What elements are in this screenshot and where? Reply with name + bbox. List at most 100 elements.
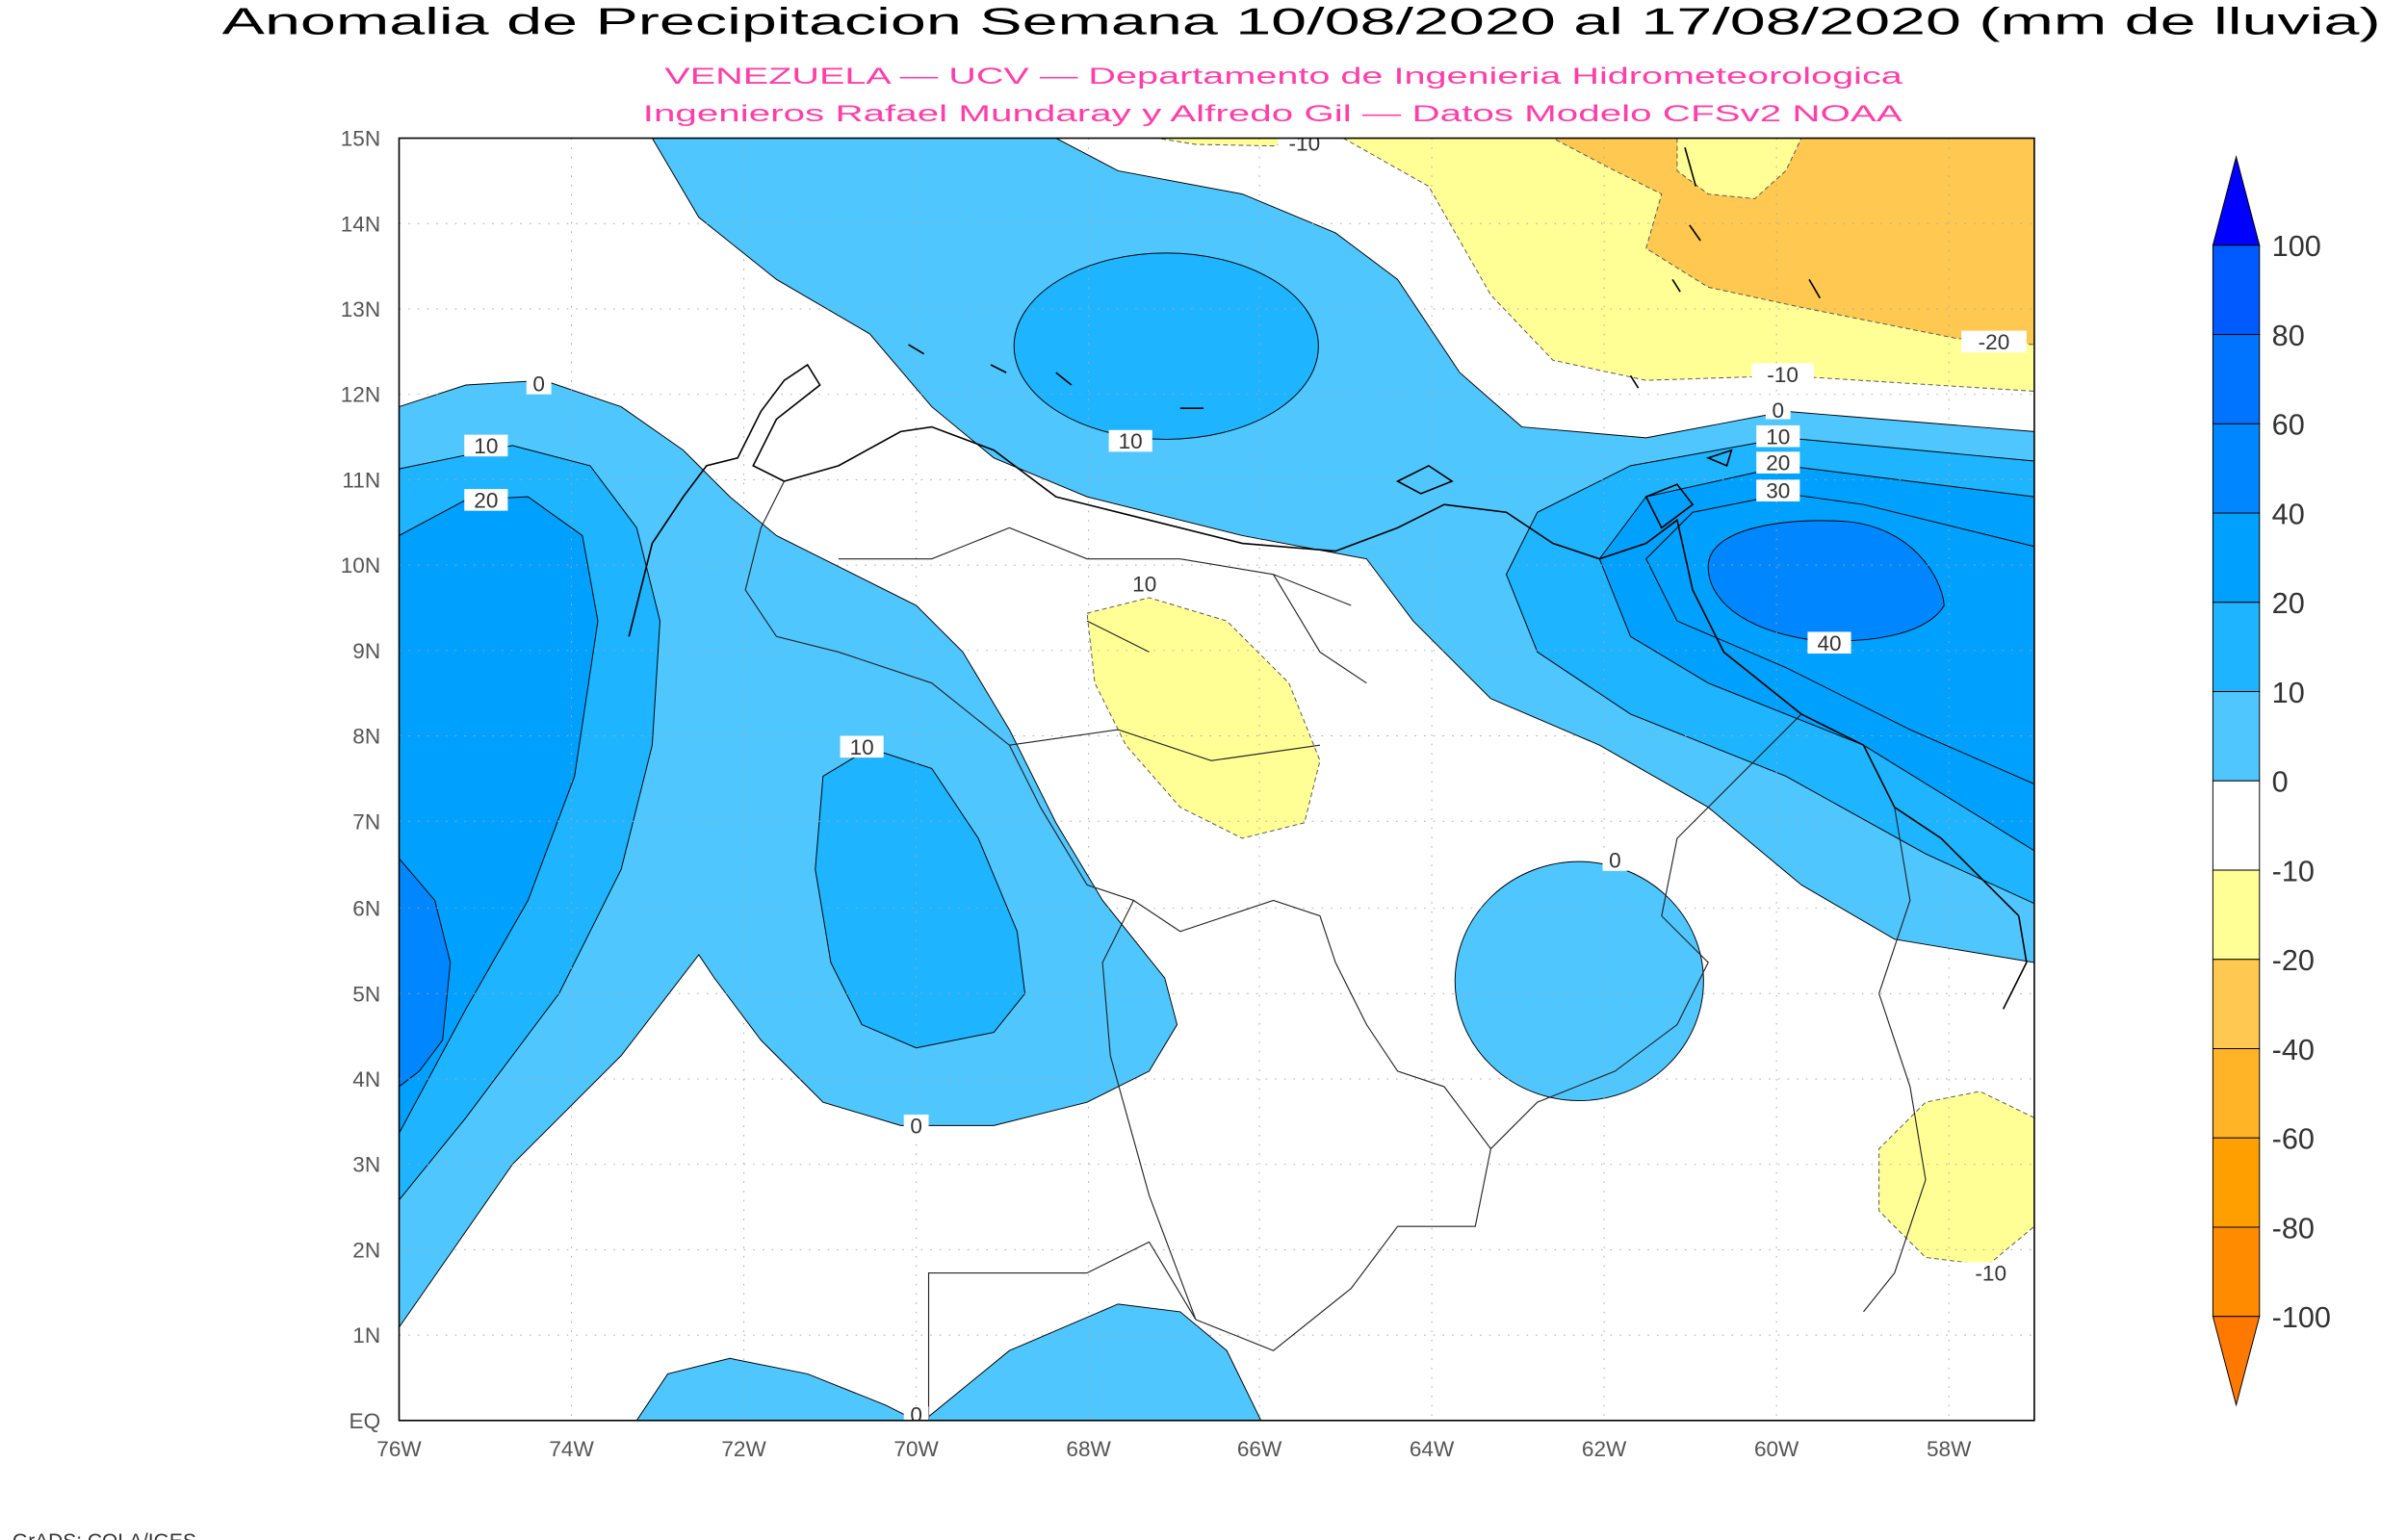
lon-tick-label: 76W <box>376 1437 422 1461</box>
colorbar-max-arrow <box>2212 155 2261 246</box>
svg-text:0: 0 <box>1609 849 1621 873</box>
contour-label: 10 <box>1756 424 1800 449</box>
svg-text:0: 0 <box>532 372 545 396</box>
svg-text:40: 40 <box>1817 631 1841 655</box>
colorbar-label: 0 <box>2272 766 2289 799</box>
anomaly-region-east-40-60 <box>1707 520 1945 642</box>
contour-label: -20 <box>1961 330 2027 354</box>
colorbar-bin <box>2212 869 2261 961</box>
svg-text:10: 10 <box>1132 573 1156 597</box>
lat-tick-label: 5N <box>352 982 380 1006</box>
contour-label: 30 <box>1756 479 1800 503</box>
lon-tick-label: 62W <box>1582 1437 1627 1461</box>
colorbar-label: 20 <box>2272 587 2305 620</box>
colorbar-label: -80 <box>2272 1212 2315 1245</box>
colorbar-bin <box>2212 244 2261 336</box>
contour-label: 20 <box>1756 451 1800 475</box>
anomaly-contour-east-30 <box>1645 493 2034 784</box>
colorbar-bin <box>2212 423 2261 514</box>
colorbar-label: -40 <box>2272 1034 2315 1066</box>
svg-text:-20: -20 <box>1979 330 2010 354</box>
colorbar-bin <box>2212 512 2261 603</box>
contour-label: 0 <box>1602 849 1628 873</box>
anomaly-region-northeast-neg-20 <box>1552 138 2034 346</box>
lat-tick-label: 13N <box>341 297 380 321</box>
anomaly-region-andes-neg-10 <box>1086 597 1321 839</box>
lat-tick-label: 10N <box>341 553 380 578</box>
lat-tick-label: 11N <box>342 468 380 492</box>
lat-tick-label: 3N <box>352 1153 380 1177</box>
colorbar-label: -60 <box>2272 1123 2315 1156</box>
lat-tick-label: 4N <box>352 1067 380 1091</box>
colorbar-label: 80 <box>2272 320 2305 352</box>
anomaly-region-west-40-60 <box>399 858 452 1088</box>
grads-credit: GrADS: COLA/IGES <box>13 1530 196 1540</box>
guianas-coast <box>2002 915 2028 1010</box>
colorbar-label: -100 <box>2272 1301 2331 1334</box>
colorbar-bin <box>2212 691 2261 782</box>
contour-label: -10 <box>1751 363 1814 387</box>
lon-tick-label: 60W <box>1754 1437 1799 1461</box>
colombia-caribbean-coast <box>628 363 821 637</box>
contour-label: 40 <box>1807 631 1851 655</box>
contour-label: 0 <box>1765 398 1791 423</box>
svg-text:10: 10 <box>850 735 874 759</box>
contour-label: 20 <box>464 488 508 512</box>
margarita-island <box>1395 464 1454 495</box>
contour-label: 10 <box>840 735 884 759</box>
colorbar-bin <box>2212 602 2261 693</box>
colorbar-label: 10 <box>2272 677 2305 709</box>
svg-text:10: 10 <box>1766 424 1790 449</box>
colorbar-label: -20 <box>2272 944 2315 977</box>
lat-tick-label: 6N <box>352 897 380 921</box>
contour-label: 0 <box>903 1402 929 1426</box>
svg-text:0: 0 <box>910 1402 922 1426</box>
colorbar-bin <box>2212 1048 2261 1139</box>
anomaly-region-north-neg-10-small <box>1156 138 1305 147</box>
lat-tick-label: 8N <box>352 725 380 749</box>
lon-tick-label: 66W <box>1237 1437 1282 1461</box>
anomaly-region-central-10-20 <box>815 747 1026 1049</box>
anomaly-region-south-west-0-10 <box>635 1357 917 1421</box>
lon-tick-label: 70W <box>893 1437 939 1461</box>
contour-label: 10 <box>1108 429 1152 453</box>
contour-label: 0 <box>903 1114 929 1138</box>
colorbar-label: 60 <box>2272 409 2305 442</box>
svg-text:-10: -10 <box>1767 363 1799 387</box>
longitude-axis: 76W 74W 72W 70W 68W 66W 64W 62W 60W 58W <box>376 1437 1972 1461</box>
venezuela-colombia-border <box>744 480 1197 1321</box>
contour-label: 10 <box>1123 573 1167 597</box>
lesser-antilles <box>1629 147 1822 389</box>
svg-text:0: 0 <box>910 1114 922 1138</box>
latitude-axis: 15N 14N 13N 12N 11N 10N 9N 8N 7N 6N 5N 4… <box>341 127 380 1433</box>
svg-text:10: 10 <box>1119 429 1143 453</box>
anomaly-region-south-0-10 <box>922 1303 1262 1421</box>
map-title: Anomalia de Precipitacion Semana 10/08/2… <box>222 1 2381 42</box>
lon-tick-label: 58W <box>1927 1437 1972 1461</box>
colorbar-label: 100 <box>2272 230 2321 263</box>
lat-tick-label: 7N <box>352 809 380 834</box>
colorbar-bin <box>2212 1137 2261 1228</box>
lat-tick-label: 2N <box>352 1238 380 1262</box>
colorbar-bin <box>2212 1226 2261 1318</box>
contour-label: -10 <box>1957 1262 2024 1286</box>
map-plot-area: 0 10 20 10 -10 10 10 0 0 0 40 0 10 20 30… <box>399 131 2034 1426</box>
subtitle-institution: VENEZUELA — UCV — Departamento de Ingeni… <box>664 64 1902 90</box>
svg-text:-10: -10 <box>1289 131 1321 155</box>
coastlines-and-borders <box>628 147 2028 1421</box>
lon-tick-label: 74W <box>549 1437 594 1461</box>
colorbar-min-arrow <box>2212 1316 2261 1407</box>
anomaly-region-north-east-0-10 <box>651 138 2034 963</box>
guyana-suriname-border <box>1863 807 1927 1313</box>
colorbar-bin <box>2212 959 2261 1049</box>
colombia-south-border <box>927 1241 1197 1421</box>
svg-text:10: 10 <box>474 434 498 458</box>
svg-text:30: 30 <box>1766 479 1790 503</box>
lat-tick-label: 9N <box>352 639 380 663</box>
lon-tick-label: 68W <box>1066 1437 1111 1461</box>
colorbar-bin <box>2212 334 2261 424</box>
lon-tick-label: 64W <box>1410 1437 1455 1461</box>
